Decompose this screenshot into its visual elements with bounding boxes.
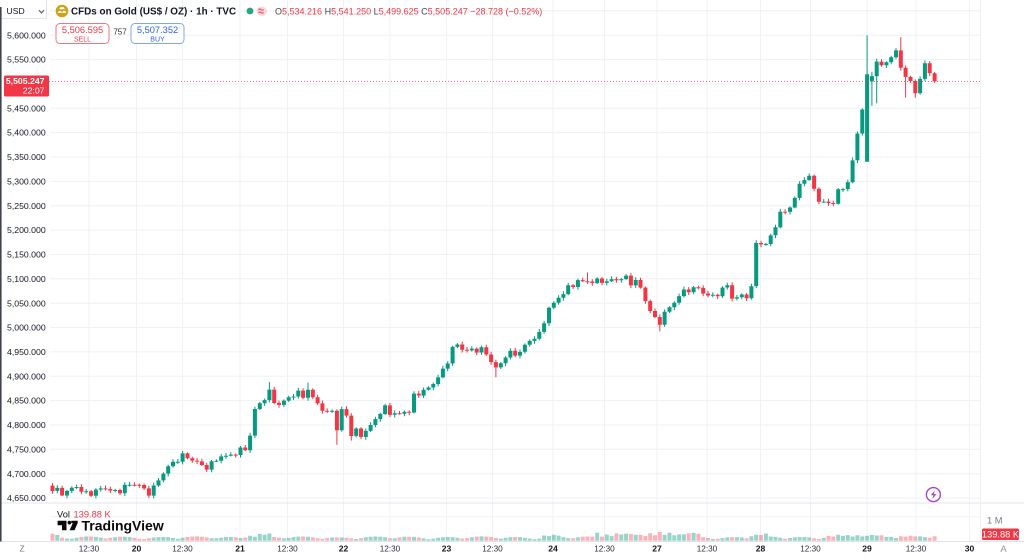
svg-text:23: 23 (442, 544, 452, 554)
svg-text:1 M: 1 M (987, 515, 1003, 525)
svg-text:4,700.000: 4,700.000 (7, 469, 46, 479)
svg-text:29: 29 (862, 544, 872, 554)
svg-text:12:30: 12:30 (172, 545, 193, 554)
svg-text:12:30: 12:30 (380, 545, 401, 554)
svg-text:28: 28 (756, 544, 766, 554)
svg-text:12:30: 12:30 (79, 545, 100, 554)
svg-text:BUY: BUY (150, 36, 165, 43)
svg-text:5,506.595: 5,506.595 (62, 25, 103, 35)
svg-text:TradingView: TradingView (82, 518, 164, 534)
svg-text:5,507.352: 5,507.352 (137, 25, 178, 35)
svg-text:4,900.000: 4,900.000 (7, 371, 46, 381)
svg-text:4,650.000: 4,650.000 (7, 493, 46, 503)
svg-text:139.88 K: 139.88 K (74, 510, 112, 520)
svg-text:757: 757 (113, 27, 127, 36)
svg-text:12:30: 12:30 (594, 545, 615, 554)
svg-text:12:30: 12:30 (906, 545, 927, 554)
svg-text:4,750.000: 4,750.000 (7, 444, 46, 454)
svg-text:20: 20 (132, 544, 142, 554)
svg-text:5,100.000: 5,100.000 (7, 274, 46, 284)
svg-text:27: 27 (652, 544, 662, 554)
svg-text:Z: Z (19, 543, 24, 553)
svg-text:5,300.000: 5,300.000 (7, 177, 46, 187)
svg-text:12:30: 12:30 (482, 545, 503, 554)
svg-text:5,050.000: 5,050.000 (7, 298, 46, 308)
svg-text:5,450.000: 5,450.000 (7, 103, 46, 113)
svg-text:5,250.000: 5,250.000 (7, 201, 46, 211)
svg-text:139.88 K: 139.88 K (982, 530, 1020, 540)
svg-text:5,400.000: 5,400.000 (7, 128, 46, 138)
svg-text:5,350.000: 5,350.000 (7, 152, 46, 162)
svg-text:CFDs on Gold (US$ / OZ) · 1h ·: CFDs on Gold (US$ / OZ) · 1h · TVC (71, 7, 236, 18)
svg-text:4,950.000: 4,950.000 (7, 347, 46, 357)
svg-text:5,200.000: 5,200.000 (7, 225, 46, 235)
svg-text:5,150.000: 5,150.000 (7, 250, 46, 260)
svg-text:SELL: SELL (74, 36, 91, 43)
svg-text:USD: USD (7, 6, 25, 16)
svg-text:12:30: 12:30 (277, 545, 298, 554)
svg-text:12:30: 12:30 (697, 545, 718, 554)
svg-text:30: 30 (965, 544, 975, 554)
svg-text:A: A (1000, 544, 1007, 555)
svg-text:22: 22 (339, 544, 349, 554)
svg-text:5,600.000: 5,600.000 (7, 30, 46, 40)
svg-text:21: 21 (235, 544, 245, 554)
svg-text:12:30: 12:30 (800, 545, 821, 554)
svg-text:5,550.000: 5,550.000 (7, 55, 46, 65)
svg-text:4,800.000: 4,800.000 (7, 420, 46, 430)
svg-text:5,505.247: 5,505.247 (6, 76, 45, 86)
svg-text:Vol: Vol (57, 510, 70, 520)
svg-text:4,850.000: 4,850.000 (7, 396, 46, 406)
svg-text:5,000.000: 5,000.000 (7, 323, 46, 333)
svg-text:22:07: 22:07 (23, 86, 45, 96)
svg-text:O5,534.216 H5,541.250 L5,499.6: O5,534.216 H5,541.250 L5,499.625 C5,505.… (275, 6, 542, 16)
svg-text:24: 24 (548, 544, 558, 554)
